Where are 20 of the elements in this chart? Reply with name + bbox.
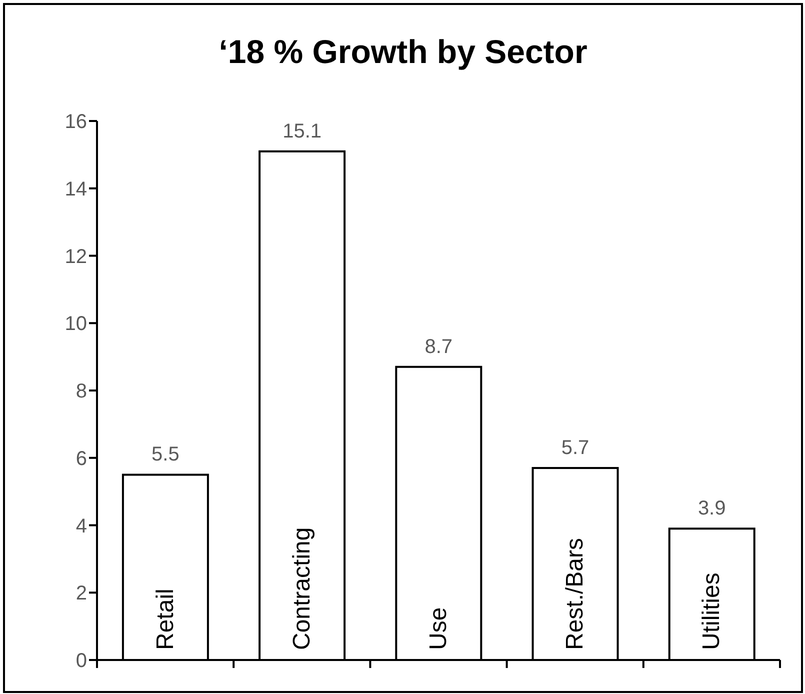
y-tick-label: 12: [64, 246, 87, 268]
data-label: 8.7: [424, 336, 453, 358]
x-tick-label: Retail: [152, 588, 179, 650]
data-label: 15.1: [282, 120, 322, 142]
x-tick-label: Utilities: [698, 572, 726, 650]
data-label: 3.9: [698, 498, 726, 520]
y-tick-label: 8: [76, 380, 87, 403]
y-tick-label: 16: [64, 111, 87, 134]
y-tick-label: 10: [64, 313, 87, 336]
data-label: 5.7: [561, 436, 590, 459]
y-tick-label: 6: [76, 448, 87, 470]
y-tick-label: 0: [76, 650, 87, 672]
y-tick-label: 4: [76, 515, 87, 538]
chart-title: ‘18 % Growth by Sector: [218, 33, 588, 71]
y-tick-label: 14: [64, 178, 87, 200]
x-tick-label: Contracting: [288, 527, 316, 650]
y-tick-label: 2: [76, 582, 87, 605]
data-label: 5.5: [152, 444, 180, 466]
x-tick-label: Use: [425, 607, 452, 650]
x-tick-label: Rest./Bars: [562, 538, 589, 650]
